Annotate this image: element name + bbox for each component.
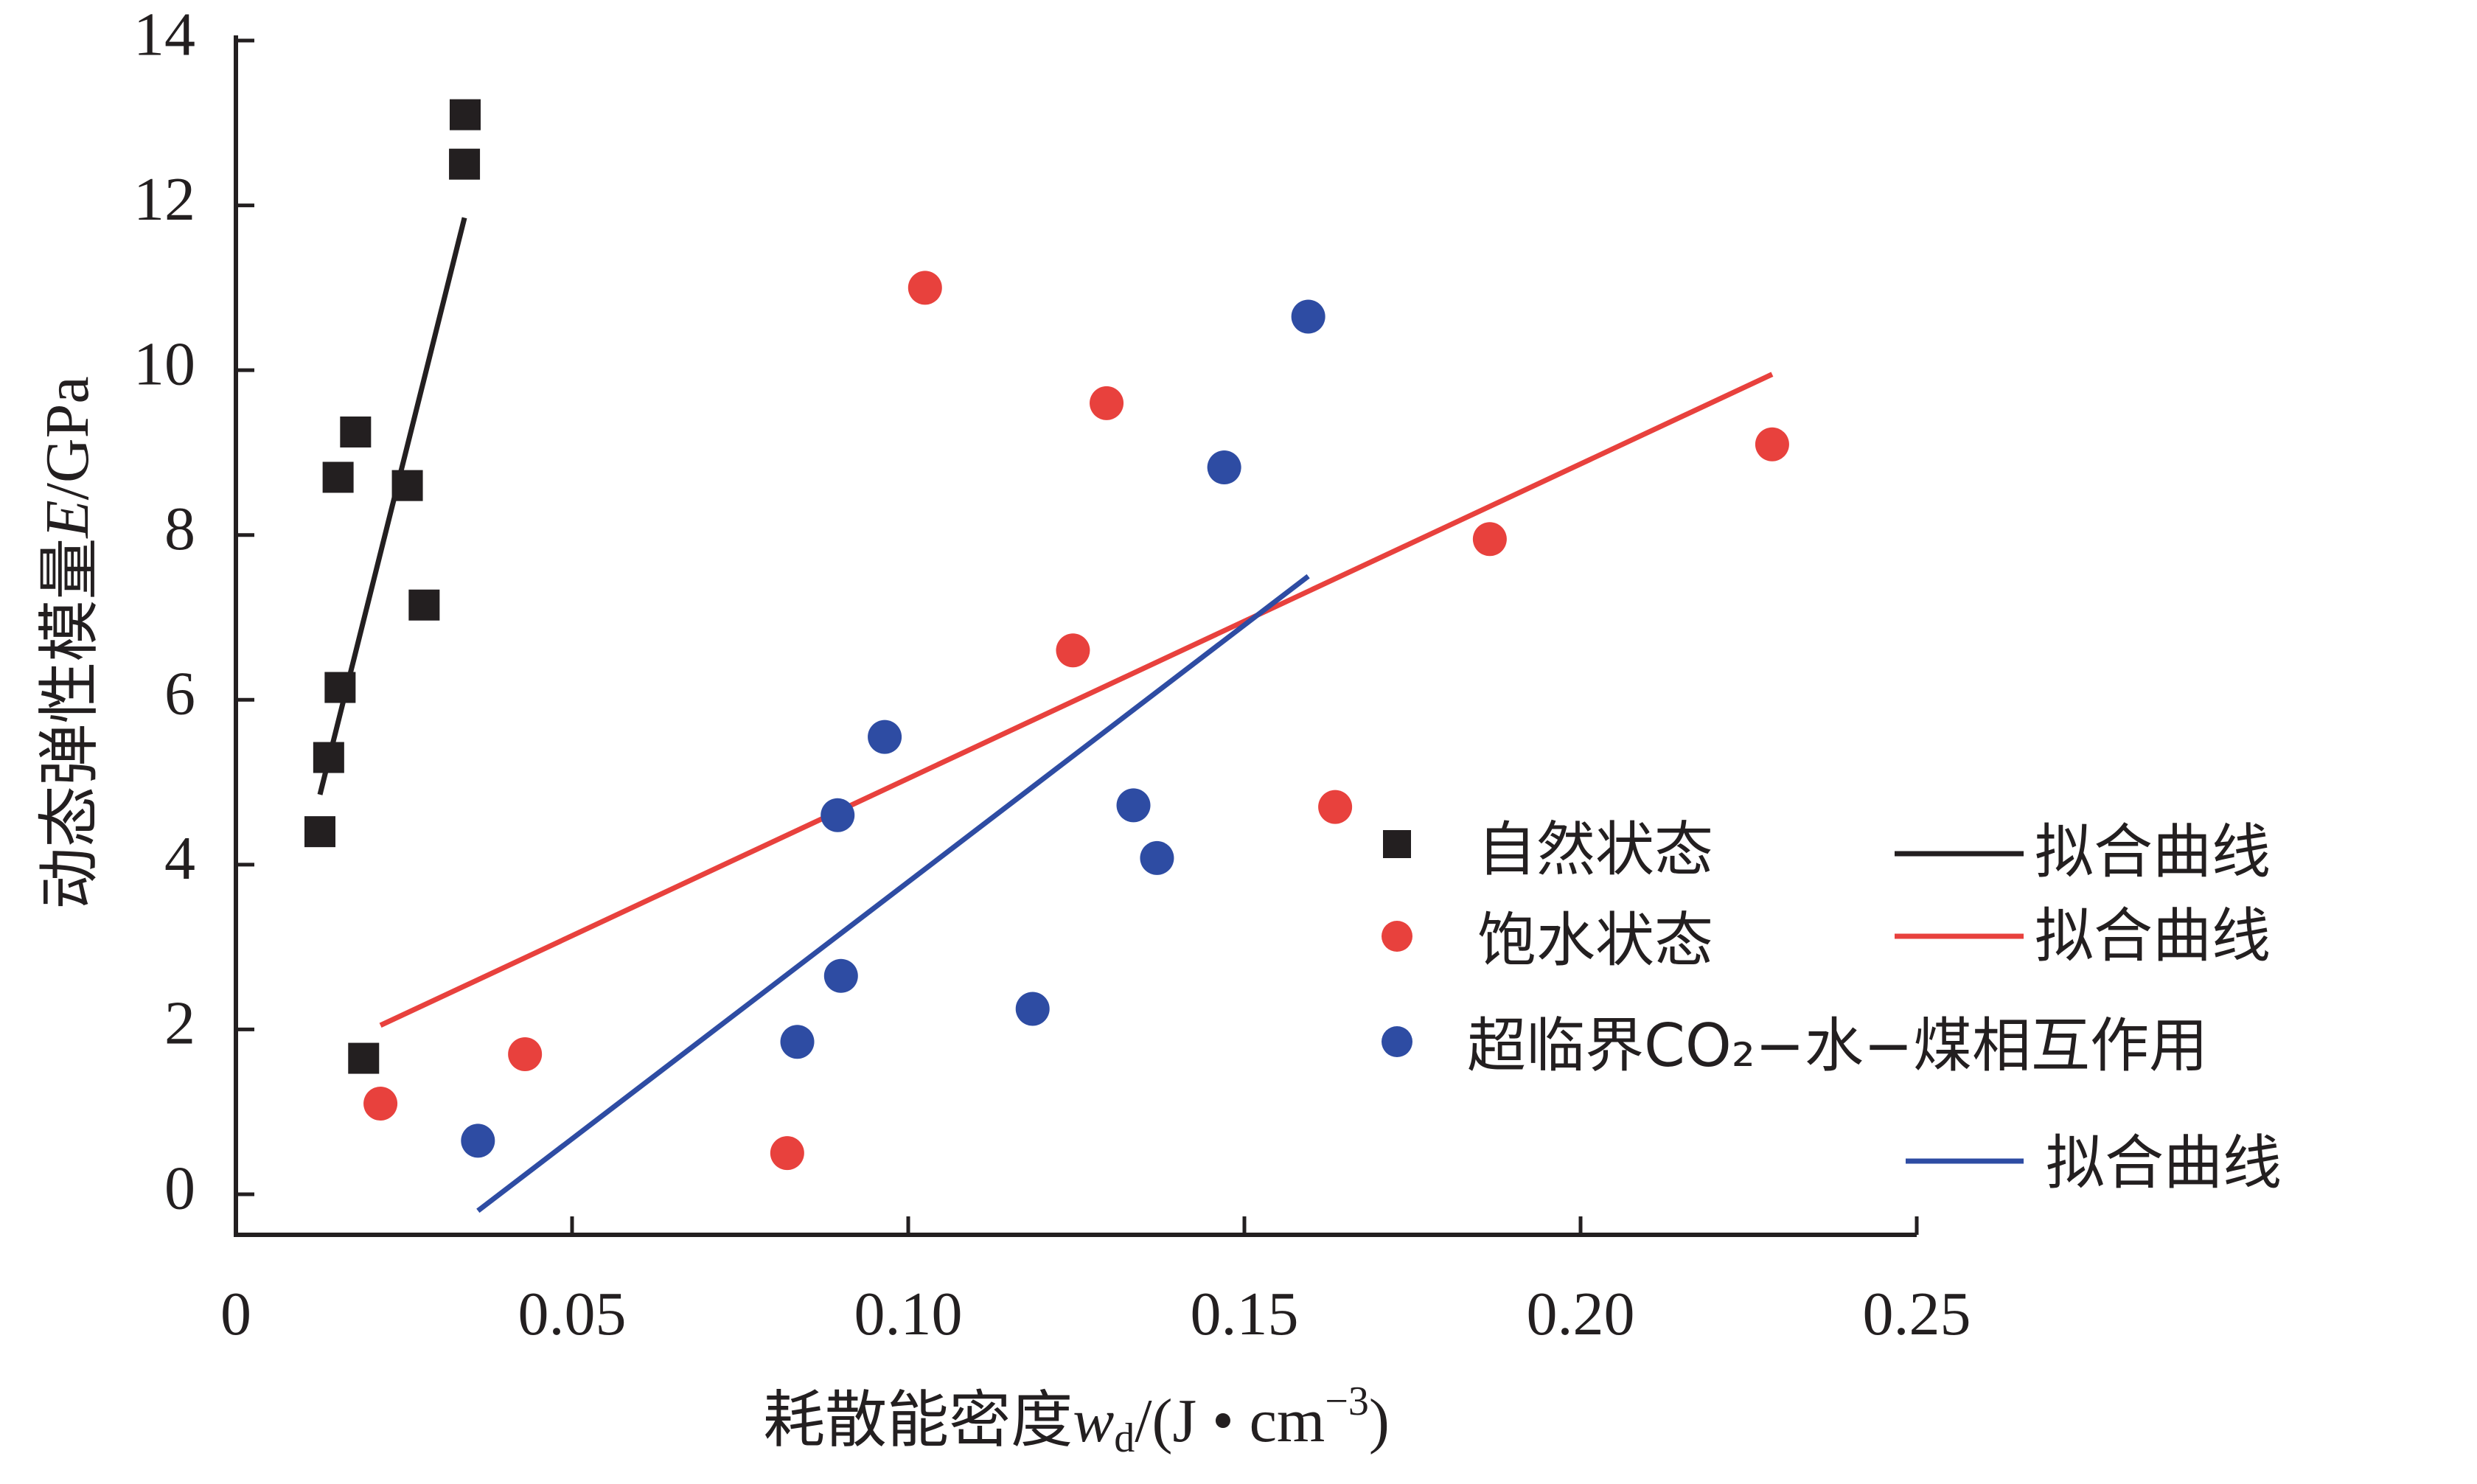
point-saturated (1472, 522, 1507, 557)
point-natural (408, 589, 440, 621)
point-supercritical (1116, 788, 1151, 823)
legend: 自然状态 拟合曲线 饱水状态 拟合曲线 超临界CO₂−水−煤相互作用 拟合曲线 (1382, 815, 2282, 1197)
point-saturated (907, 271, 942, 305)
point-natural (322, 461, 354, 493)
y-tick-label: 8 (164, 495, 195, 563)
point-saturated (508, 1037, 543, 1071)
point-natural (348, 1042, 380, 1074)
point-supercritical (780, 1025, 815, 1059)
point-supercritical (821, 798, 855, 832)
legend-fit-label-natural: 拟合曲线 (2035, 818, 2271, 886)
point-saturated (1090, 386, 1124, 420)
fit-line-natural (317, 217, 467, 795)
point-saturated (363, 1087, 398, 1121)
point-supercritical (461, 1124, 495, 1158)
point-supercritical (1207, 450, 1241, 485)
x-tick-label: 0.20 (1527, 1280, 1635, 1348)
point-saturated (1755, 427, 1789, 461)
point-natural (324, 672, 356, 703)
y-tick-label: 0 (164, 1154, 195, 1222)
y-tick-label: 6 (164, 660, 195, 728)
point-natural (391, 470, 423, 501)
fit-line-supercritical (476, 574, 1310, 1213)
x-tick-label: 0.25 (1863, 1280, 1971, 1348)
y-tick-label: 4 (164, 824, 195, 893)
legend-marker-saturated (1382, 921, 1412, 952)
point-saturated (1056, 633, 1090, 668)
legend-label-saturated: 饱水状态 (1477, 906, 1713, 975)
point-natural (449, 99, 481, 130)
x-tick-label: 0 (220, 1280, 251, 1348)
point-natural (340, 416, 372, 447)
point-saturated (1318, 790, 1353, 824)
point-natural (304, 816, 335, 848)
legend-label-natural: 自然状态 (1477, 815, 1713, 884)
data-points (304, 99, 1789, 1171)
y-tick-label: 2 (164, 989, 195, 1058)
x-tick-label: 0.15 (1191, 1280, 1299, 1348)
point-saturated (770, 1136, 804, 1171)
y-tick-label: 14 (133, 0, 195, 69)
y-axis-title: 动态弹性模量E/GPa (33, 376, 105, 909)
legend-fit-label-supercritical: 拟合曲线 (2046, 1129, 2282, 1197)
axes (234, 35, 1917, 1237)
x-axis-ticks: 0 0.05 0.10 0.15 0.20 0.25 (220, 1216, 1971, 1348)
y-tick-label: 10 (133, 330, 195, 398)
legend-fit-label-saturated: 拟合曲线 (2035, 902, 2271, 970)
fit-line-saturated (379, 372, 1774, 1028)
point-supercritical (1140, 840, 1174, 875)
point-supercritical (823, 958, 858, 993)
y-axis-ticks: 0 2 4 6 8 10 12 14 (133, 0, 254, 1222)
point-supercritical (868, 720, 902, 754)
point-natural (449, 148, 481, 180)
legend-marker-natural (1383, 830, 1411, 858)
point-supercritical (1015, 992, 1050, 1026)
legend-label-supercritical: 超临界CO₂−水−煤相互作用 (1467, 1011, 2208, 1080)
point-natural (313, 742, 344, 773)
y-tick-label: 12 (133, 165, 195, 234)
x-axis-title: 耗散能密度wd/(J • cm−3) (763, 1379, 1390, 1461)
legend-marker-supercritical (1382, 1026, 1412, 1057)
point-supercritical (1291, 299, 1325, 334)
x-tick-label: 0.10 (854, 1280, 963, 1348)
x-tick-label: 0.05 (518, 1280, 627, 1348)
